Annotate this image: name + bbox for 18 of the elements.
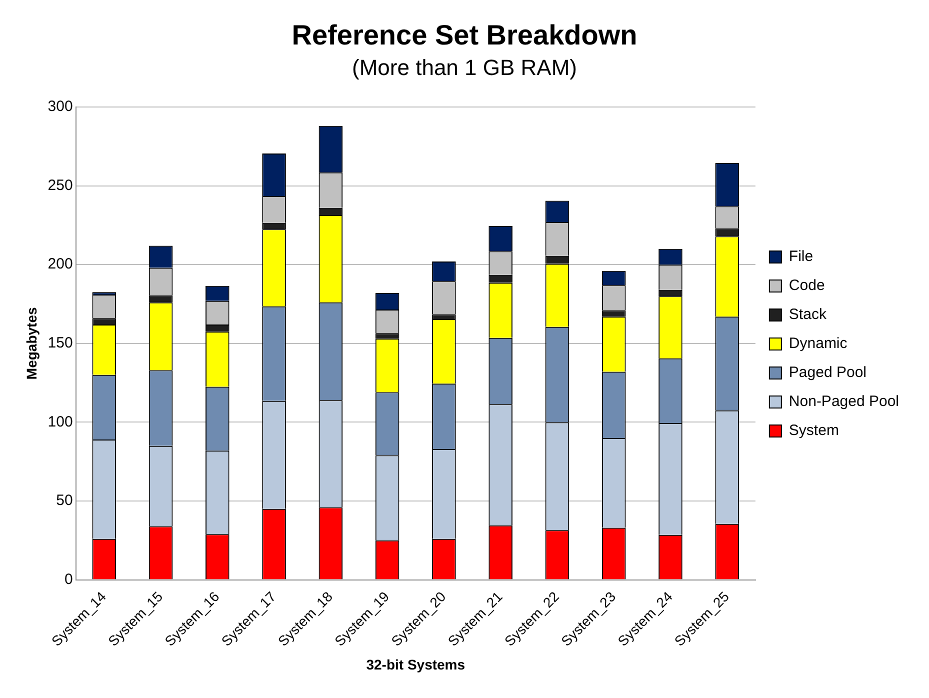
chart-subtitle: (More than 1 GB RAM) <box>352 54 577 80</box>
y-axis-title: Megabytes <box>23 307 40 380</box>
y-tick-label: 300 <box>48 98 73 116</box>
y-tick-label: 50 <box>56 492 73 510</box>
y-tick-label: 250 <box>48 176 73 194</box>
legend-label: Code <box>788 277 825 294</box>
legend-label: Paged Pool <box>788 364 866 382</box>
legend-label: Non-Paged Pool <box>788 393 899 410</box>
y-tick-label: 200 <box>48 256 73 273</box>
chart-title: Reference Set Breakdown <box>292 20 638 51</box>
y-tick-label: 100 <box>48 413 73 430</box>
legend-label: File <box>788 248 814 266</box>
legend-label: System <box>788 422 839 440</box>
y-tick-label: 150 <box>48 334 73 352</box>
legend-label: Dynamic <box>788 335 848 352</box>
y-tick-label: 0 <box>64 570 73 588</box>
x-axis-title: 32-bit Systems <box>366 656 466 672</box>
legend-label: Stack <box>788 306 827 324</box>
